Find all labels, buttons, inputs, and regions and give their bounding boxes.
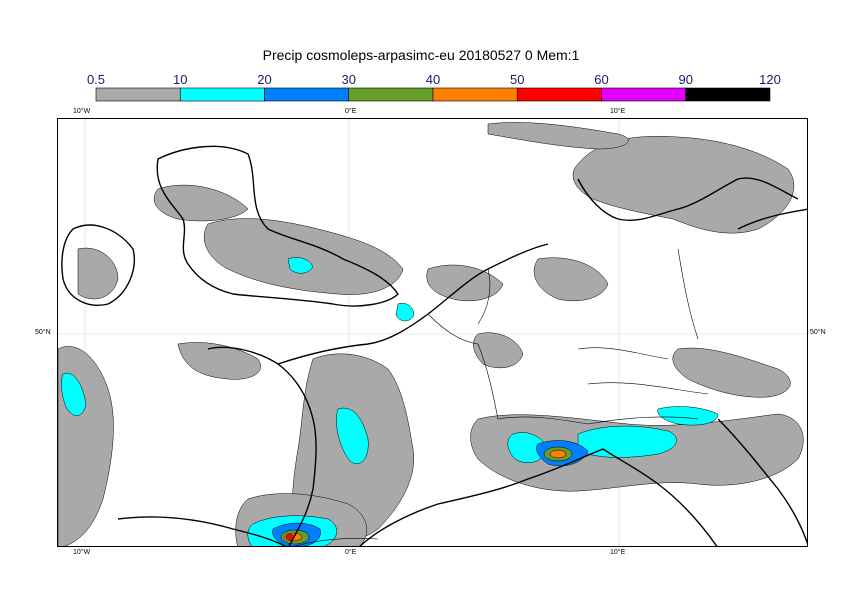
border-austria [587,382,709,395]
precip-area-channel [177,342,261,380]
precip-cyan-england [287,257,314,274]
coast-britain [156,145,399,307]
precip-orange-alps [549,449,567,459]
colorbar-level-label: 20 [257,72,271,87]
lat-label-left: 50°N [35,329,51,336]
colorbar-segment [95,87,181,102]
colorbar-segments [95,87,771,102]
colorbar-level-label: 120 [759,72,781,87]
coast-france-west [207,346,317,546]
coast-ireland [61,224,135,306]
precip-intense-cores [280,446,573,545]
colorbar-level-label: 60 [594,72,608,87]
precip-area-ireland [77,247,119,300]
border-germany-poland [677,248,699,340]
coast-baltic [737,208,807,230]
map-title: Precip cosmoleps-arpasimc-eu 20180527 0 … [262,47,580,63]
colorbar-segment [516,87,602,102]
lon-label-bottom-3: 10°E [610,549,626,556]
precip-light-areas [58,122,804,546]
precip-area-poland [672,347,791,398]
border-switzerland [497,416,589,425]
colorbar-segment [601,87,687,102]
colorbar-segment [264,87,350,102]
precip-cyan-bay-biscay [61,372,87,416]
colorbar-level-label: 40 [426,72,440,87]
border-france-belgium [427,313,479,345]
colorbar-level-label: 90 [679,72,693,87]
colorbar-segment [179,87,265,102]
map-canvas [58,119,807,546]
colorbar-level-label: 30 [342,72,356,87]
colorbar-level-label: 50 [510,72,524,87]
coast-adriatic [717,418,807,545]
precip-area-baltic-north [487,122,629,150]
coast-channel [277,313,429,365]
precip-area-denmark [572,135,795,234]
precip-cyan-belgium [395,303,415,322]
colorbar-segment [685,87,771,102]
precip-area-scotland [153,184,249,222]
precip-cyan-austria [657,406,719,426]
border-germany-netherlands [477,268,491,325]
precip-area-england [203,218,404,295]
precip-cyan-alps-west [507,432,549,464]
precipitation-map [57,118,808,547]
border-germany-czech [577,347,669,360]
lon-label-top-2: 0°E [345,108,357,115]
border-france-spain [294,538,379,546]
colorbar-segment [348,87,434,102]
colorbar-segment [432,87,518,102]
lat-label-right: 50°N [810,329,826,336]
coast-italy [602,448,718,546]
colorbar-level-label: 10 [173,72,187,87]
precip-cyan-france-central [336,407,369,464]
colorbar-legend: 0.5 10 20 30 40 50 60 90 120 [87,72,781,102]
precip-area-luxembourg [473,332,524,369]
coast-mediterranean [359,448,604,546]
border-italy-north [587,416,699,425]
lon-label-bottom-2: 0°E [345,549,357,556]
lon-label-bottom-1: 10°W [73,549,91,556]
coast-denmark [577,177,799,221]
lon-label-top-3: 10°E [610,108,626,115]
colorbar-labels: 0.5 10 20 30 40 50 60 90 120 [87,72,781,87]
colorbar-level-label: 0.5 [87,72,105,87]
national-borders [294,248,709,546]
coast-iberia-north [117,516,286,546]
precip-area-netherlands [426,264,504,302]
border-france-germany [477,343,499,420]
lon-label-top-1: 10°W [73,108,91,115]
precip-area-germany-east [533,257,609,302]
